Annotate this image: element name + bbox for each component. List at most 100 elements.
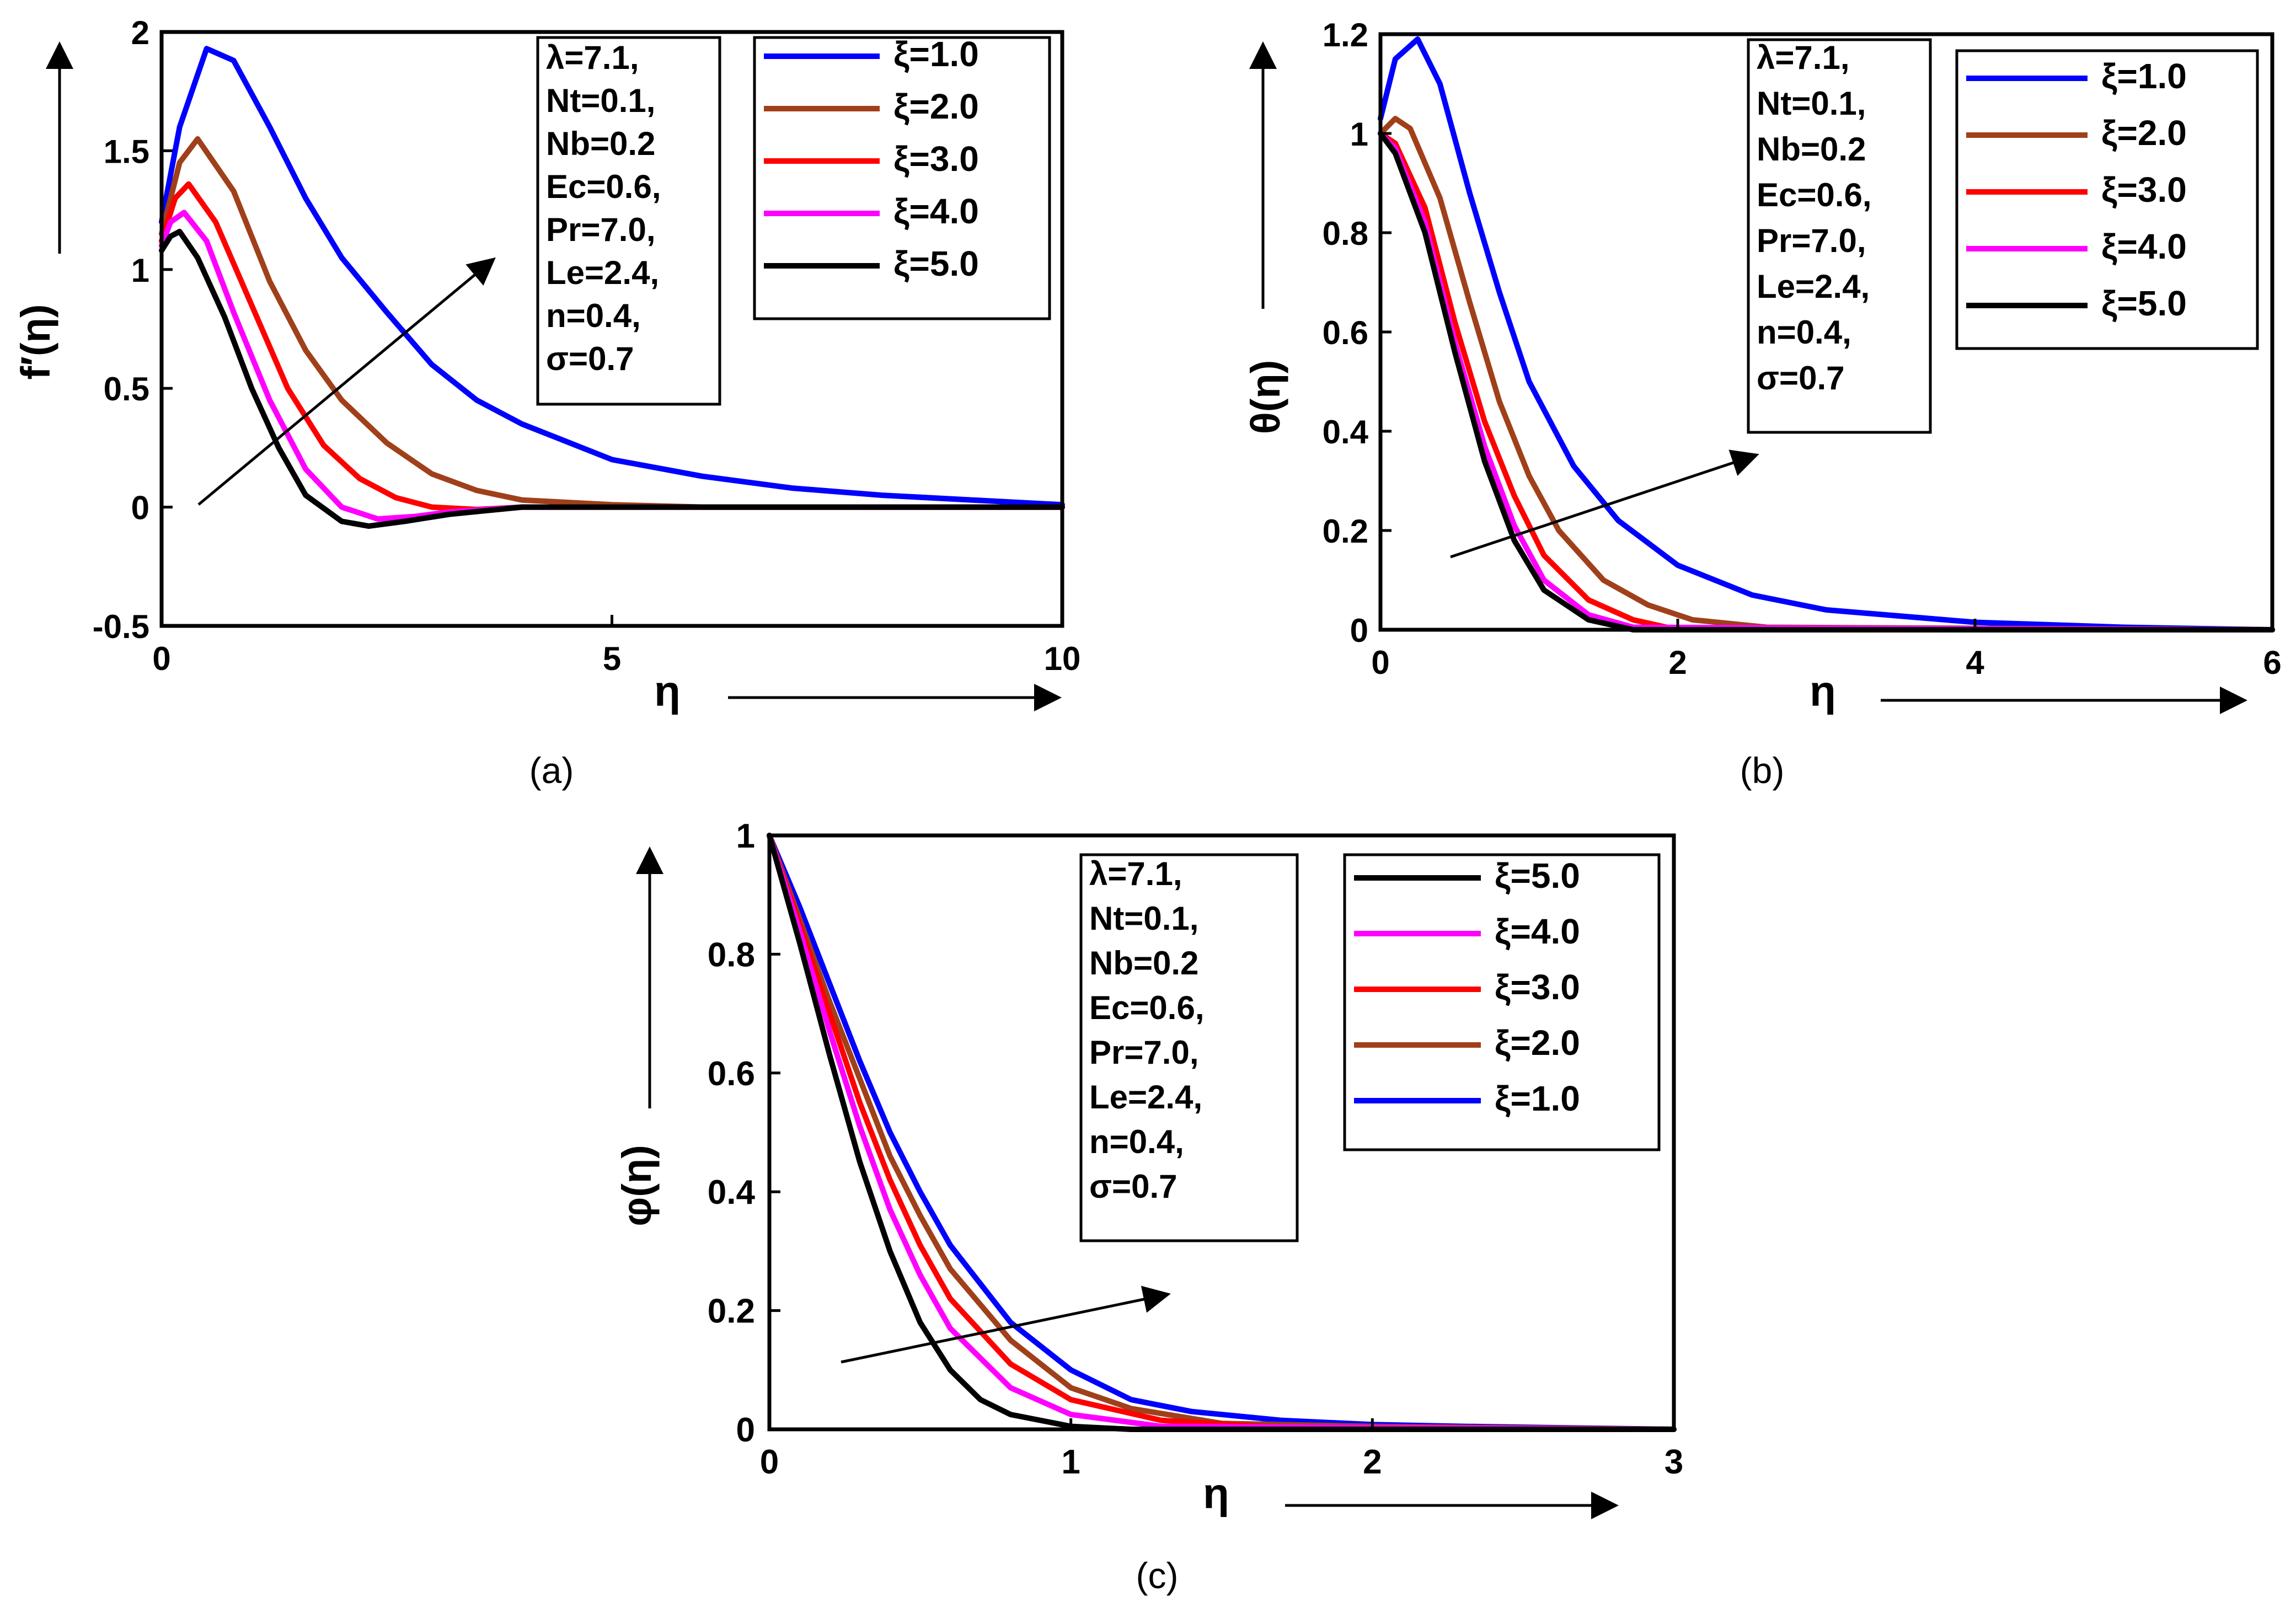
panel-a-legend-label: ξ=1.0 [893, 34, 979, 74]
panel-c-param: Le=2.4, [1089, 1079, 1202, 1116]
panel-c-trend-arrow [841, 1285, 1171, 1364]
panel-a-param: σ=0.7 [546, 340, 634, 377]
panel-b-legend-label: ξ=2.0 [2101, 113, 2187, 153]
panel-c-ytick-label: 0.4 [708, 1173, 756, 1212]
panel-b-legend-label: ξ=1.0 [2101, 56, 2187, 96]
panel-b-param: Nb=0.2 [1757, 131, 1866, 168]
panel-b-ytick-label: 0 [1350, 612, 1368, 649]
panel-b-params-box [1747, 38, 1932, 434]
panel-b-legend-label: ξ=5.0 [2101, 283, 2187, 323]
panel-a-series [159, 46, 1065, 529]
panel-c-xtick-label: 1 [1061, 1443, 1080, 1481]
panel-c-series-xi-3 [767, 833, 1677, 1432]
panel-a-trend-arrow [197, 257, 496, 506]
panel-a-param: Pr=7.0, [546, 211, 656, 248]
panel-a-params: λ=7.1, Nt=0.1, Nb=0.2 Ec=0.6, Pr=7.0, Le=2.4,… [546, 39, 661, 377]
panel-b-xtick-label: 2 [1668, 644, 1687, 681]
panel-c-ylabel: φ(η) [614, 1145, 660, 1226]
panel-b-xtick-label: 6 [2263, 644, 2281, 681]
panel-b-chart: 0 2 4 6 0 0.2 0.4 0.6 0.8 1 1.2 θ(η) η λ=7.1, Nt=0.… [1243, 17, 2282, 791]
panel-b-xtick-label: 4 [1966, 644, 1984, 681]
panel-a-ytick-label: 1 [131, 252, 149, 289]
panel-b-ticks: 0 2 4 6 0 0.2 0.4 0.6 0.8 1 1.2 [1323, 17, 2282, 681]
panel-c-param: Ec=0.6, [1089, 989, 1205, 1026]
panel-a-series-xi-5 [159, 228, 1065, 529]
panel-c-params: λ=7.1, Nt=0.1, Nb=0.2 Ec=0.6, Pr=7.0, Le=2.4,… [1089, 855, 1205, 1205]
panel-b-ytick-label: 0.2 [1323, 513, 1368, 550]
panel-b-param: n=0.4, [1757, 314, 1851, 351]
panel-c-series [767, 833, 1677, 1432]
panel-b-series-xi-2 [1378, 116, 2275, 633]
panel-b-ytick-label: 1.2 [1323, 17, 1368, 53]
panel-a-chart: 0 5 10-0.500.511.52 f′(η) η λ=7.1,Nt=0.1,N… [13, 14, 1080, 791]
panel-b-ytick-label: 0.4 [1323, 414, 1369, 451]
panel-a-param: Le=2.4, [546, 254, 659, 291]
panel-c-param: n=0.4, [1089, 1123, 1184, 1160]
panel-c-series-xi-4 [767, 833, 1677, 1432]
panel-a-series-xi-1 [159, 46, 1065, 508]
panel-a-ylabel: f′(η) [13, 304, 58, 380]
panel-a-legend-label: ξ=2.0 [893, 87, 979, 126]
panel-a-xlabel: η [654, 667, 681, 715]
panel-c-param: σ=0.7 [1089, 1168, 1178, 1205]
panel-c-legend-label: ξ=4.0 [1495, 912, 1580, 951]
panel-a-legend-label: ξ=5.0 [893, 244, 979, 283]
panel-c-param: Nb=0.2 [1089, 945, 1198, 982]
panel-b-params: λ=7.1, Nt=0.1, Nb=0.2 Ec=0.6, Pr=7.0, Le=2.4,… [1757, 39, 1872, 396]
panel-b-series-xi-3 [1378, 131, 2275, 633]
panel-b-label: (b) [1740, 750, 1785, 791]
panel-a-param: λ=7.1, [546, 39, 639, 76]
panel-b-param: Le=2.4, [1757, 268, 1870, 305]
panel-b-series [1378, 36, 2275, 633]
panel-c-ytick-label: 0.6 [708, 1055, 755, 1093]
panel-a-param: Nb=0.2 [546, 125, 655, 162]
panel-a-ytick-label: -0.5 [93, 608, 149, 645]
panel-c-xtick-label: 2 [1363, 1443, 1382, 1481]
panel-a-params-box [536, 36, 721, 406]
panel-c-param: Pr=7.0, [1089, 1034, 1199, 1071]
panel-a-xtick-label: 5 [603, 640, 621, 677]
panel-b-series-xi-1 [1378, 36, 2275, 633]
panel-a-ticks: 0 5 10-0.500.511.52 [93, 14, 1081, 677]
panel-b-legend-label: ξ=3.0 [2101, 170, 2187, 210]
panel-a-ytick-label: 0.5 [104, 371, 149, 408]
panel-b-param: λ=7.1, [1757, 39, 1850, 76]
panel-b-xlabel: η [1810, 667, 1836, 715]
panel-c-legend-label: ξ=5.0 [1495, 856, 1580, 896]
panel-b-series-xi-5 [1378, 131, 2275, 633]
panel-c-legend: ξ=5.0 ξ=4.0 ξ=3.0 ξ=2.0 ξ=1.0 [1354, 856, 1580, 1118]
panel-b-xtick-label: 0 [1371, 644, 1389, 681]
panel-c-ytick-label: 0.8 [708, 936, 755, 974]
panel-c-chart: 0 1 2 3 0 0.2 0.4 0.6 0.8 1 φ(η) η λ=7.1, Nt=0.1, N… [614, 817, 1683, 1596]
panel-c-ytick-label: 0.2 [708, 1293, 755, 1331]
panel-b-trend-arrow [1450, 449, 1759, 559]
panel-c-params-box [1079, 853, 1299, 1242]
panel-c-legend-label: ξ=1.0 [1495, 1079, 1580, 1118]
panel-b-legend: ξ=1.0 ξ=2.0 ξ=3.0 ξ=4.0 ξ=5.0 [1966, 56, 2187, 323]
panel-a-label: (a) [529, 750, 574, 791]
panel-c-series-xi-5 [767, 833, 1677, 1432]
panel-a-xtick-label: 10 [1044, 640, 1081, 677]
panel-a-ytick-label: 0 [131, 490, 149, 527]
panel-b-ytick-label: 0.6 [1323, 314, 1368, 351]
panel-a-ytick-label: 2 [131, 14, 149, 51]
panel-b-param: Ec=0.6, [1757, 176, 1872, 213]
panel-b-param: σ=0.7 [1757, 360, 1845, 396]
panel-a-xtick-label: 0 [152, 640, 170, 677]
panel-a-legend-box [753, 36, 1051, 320]
panel-b-ylabel: θ(η) [1243, 360, 1288, 435]
panel-c-legend-label: ξ=3.0 [1495, 967, 1580, 1007]
panel-c-xtick-label: 0 [760, 1443, 779, 1481]
panel-c-param: λ=7.1, [1089, 855, 1182, 892]
panel-c-legend-label: ξ=2.0 [1495, 1023, 1580, 1063]
panel-a-param: n=0.4, [546, 297, 641, 334]
panel-c-param: Nt=0.1, [1089, 900, 1198, 937]
panel-b-param: Nt=0.1, [1757, 85, 1866, 122]
panel-a-legend-label: ξ=4.0 [893, 191, 979, 231]
panel-c-xlabel: η [1203, 1469, 1229, 1518]
panel-c-plot-frame [767, 833, 1676, 1432]
panel-c-ytick-label: 1 [736, 817, 755, 855]
panel-b-param: Pr=7.0, [1757, 222, 1866, 259]
panel-b-ytick-label: 1 [1350, 116, 1368, 153]
